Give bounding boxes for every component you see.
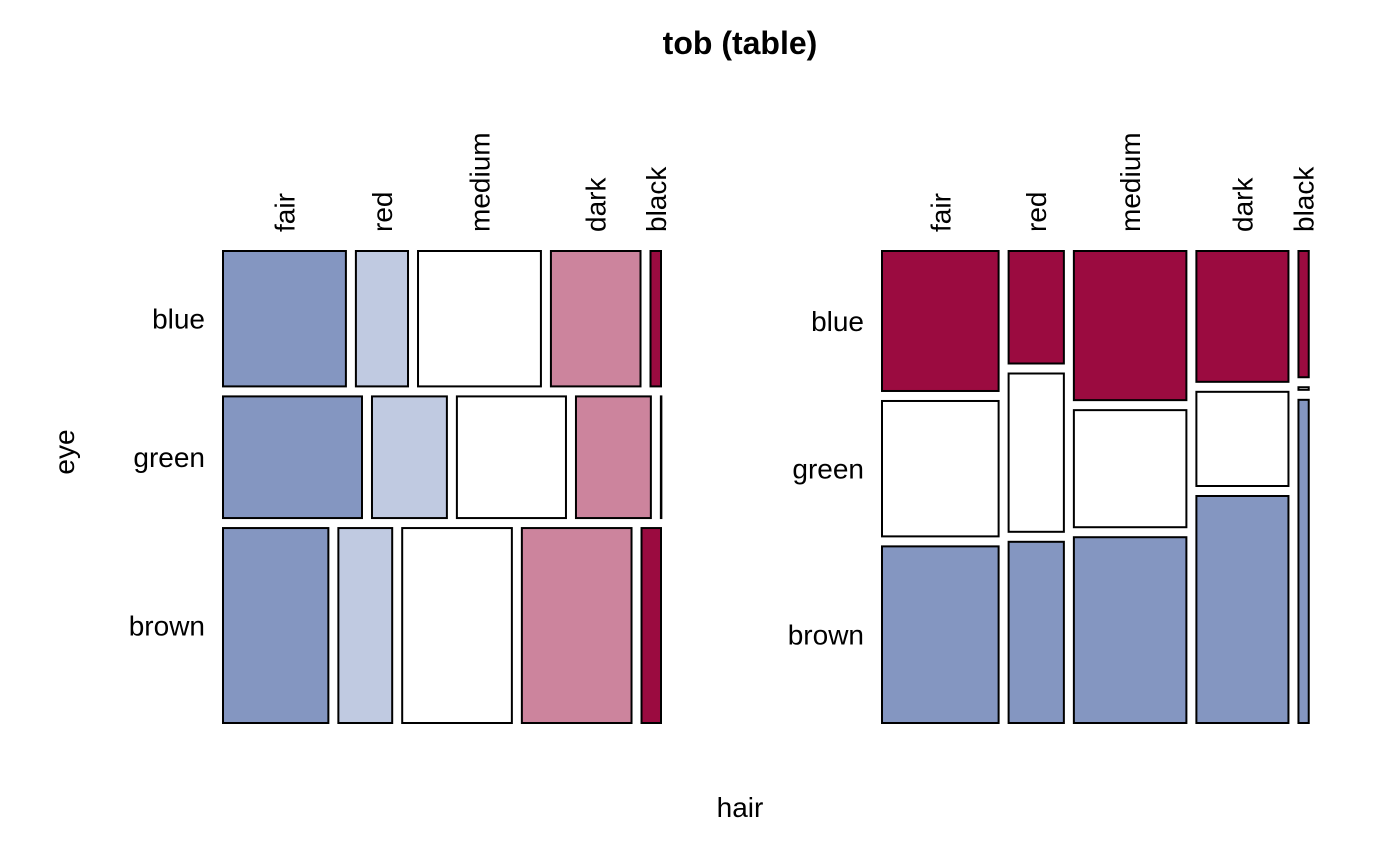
right-cell-medium-blue xyxy=(1072,250,1188,402)
right-row-label-brown: brown xyxy=(788,620,864,651)
left-cell-blue-dark xyxy=(549,250,642,388)
left-col-label-medium: medium xyxy=(465,132,496,232)
left-cell-brown-medium xyxy=(401,527,513,724)
left-col-label-black: black xyxy=(641,166,672,232)
right-cell-dark-green xyxy=(1195,390,1290,488)
left-col-label-dark: dark xyxy=(581,177,612,232)
left-cell-brown-black xyxy=(640,527,662,724)
left-cell-brown-red xyxy=(337,527,394,724)
figure-title: tob (table) xyxy=(663,25,818,61)
left-cell-blue-red xyxy=(354,250,410,388)
right-cell-dark-blue xyxy=(1195,250,1290,383)
right-cell-fair-brown xyxy=(881,545,1000,724)
right-cell-red-green xyxy=(1007,372,1065,533)
right-cell-black-blue xyxy=(1297,250,1310,379)
left-row-label-brown: brown xyxy=(129,611,205,642)
right-cell-black-green xyxy=(1297,386,1310,391)
right-cell-red-blue xyxy=(1007,250,1065,365)
right-cell-fair-blue xyxy=(881,250,1000,392)
left-cell-blue-black xyxy=(649,250,662,388)
left-mosaic-panel: fair red medium dark black blue green brown xyxy=(129,132,672,724)
right-cell-fair-green xyxy=(881,399,1000,538)
right-row-label-blue: blue xyxy=(811,306,864,337)
right-cell-medium-green xyxy=(1072,409,1188,529)
left-cell-green-red xyxy=(370,395,448,520)
left-cell-green-black xyxy=(659,395,663,520)
left-row-label-green: green xyxy=(133,442,205,473)
right-col-label-black: black xyxy=(1289,166,1320,232)
left-cell-green-medium xyxy=(455,395,567,520)
left-cell-brown-fair xyxy=(222,527,330,724)
right-cell-dark-brown xyxy=(1195,495,1290,724)
left-cell-green-fair xyxy=(222,395,363,520)
left-cell-green-dark xyxy=(574,395,652,520)
right-col-label-medium: medium xyxy=(1115,132,1146,232)
left-cell-blue-medium xyxy=(417,250,542,388)
right-col-label-dark: dark xyxy=(1227,177,1258,232)
x-axis-label: hair xyxy=(717,792,764,823)
left-cell-blue-fair xyxy=(222,250,347,388)
left-col-label-fair: fair xyxy=(269,193,300,232)
left-row-label-blue: blue xyxy=(152,304,205,335)
left-cell-brown-dark xyxy=(520,527,633,724)
y-axis-label: eye xyxy=(49,429,80,474)
right-cell-black-brown xyxy=(1297,398,1310,724)
right-cell-red-brown xyxy=(1007,540,1065,724)
right-col-label-fair: fair xyxy=(925,193,956,232)
left-col-label-red: red xyxy=(367,192,398,232)
right-cell-medium-brown xyxy=(1072,536,1188,724)
right-mosaic-panel: fair red medium dark black blue green brown xyxy=(788,132,1320,724)
right-row-label-green: green xyxy=(792,454,864,485)
right-col-label-red: red xyxy=(1021,192,1052,232)
